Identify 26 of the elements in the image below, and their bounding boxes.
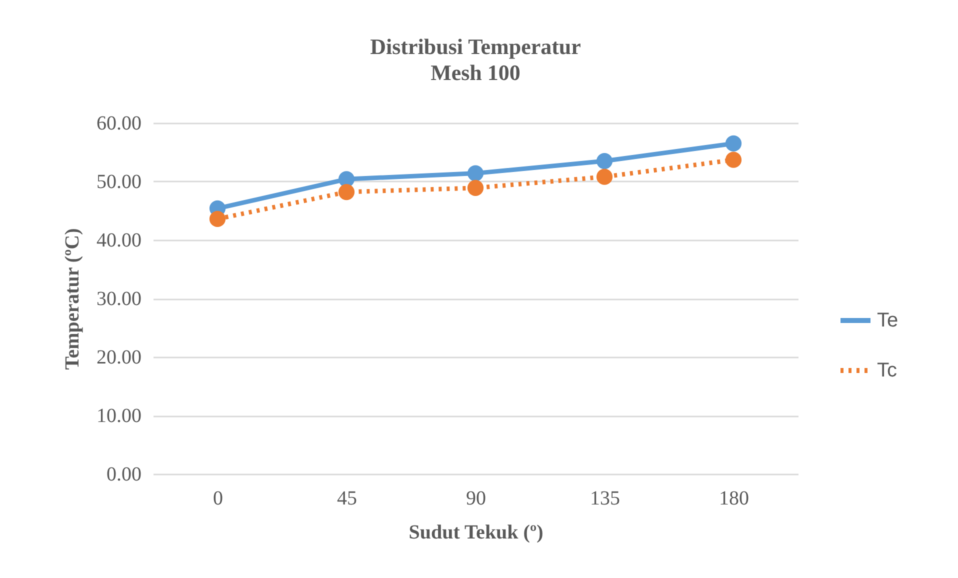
x-tick-label: 135 (590, 488, 620, 510)
chart-title: Distribusi Temperatur (370, 34, 582, 59)
legend-label: Tc (877, 360, 897, 382)
point (338, 184, 355, 200)
point (725, 152, 742, 168)
x-tick-label: 45 (337, 488, 357, 510)
point (725, 135, 742, 152)
x-tick-label: 180 (719, 488, 749, 510)
y-tick-label: 40.00 (96, 230, 142, 252)
y-tick-label: 20.00 (96, 346, 142, 368)
y-tick-label: 0.00 (106, 464, 142, 486)
y-tick-label: 60.00 (96, 112, 142, 134)
y-tick-label: 50.00 (96, 171, 142, 193)
point (467, 165, 484, 182)
y-tick-label: 10.00 (96, 405, 142, 427)
y-tick-label: 30.00 (96, 288, 142, 310)
x-tick-label: 0 (213, 488, 223, 510)
point (209, 210, 226, 227)
point (596, 168, 613, 185)
x-tick-label: 90 (466, 488, 486, 510)
legend-label: Te (877, 310, 898, 332)
x-axis-title: Sudut Tekuk (º) (408, 522, 544, 544)
point (467, 180, 484, 196)
y-axis-title: Temperatur (ºC) (62, 228, 84, 370)
point (596, 152, 613, 170)
chart-subtitle: Mesh 100 (430, 60, 520, 85)
